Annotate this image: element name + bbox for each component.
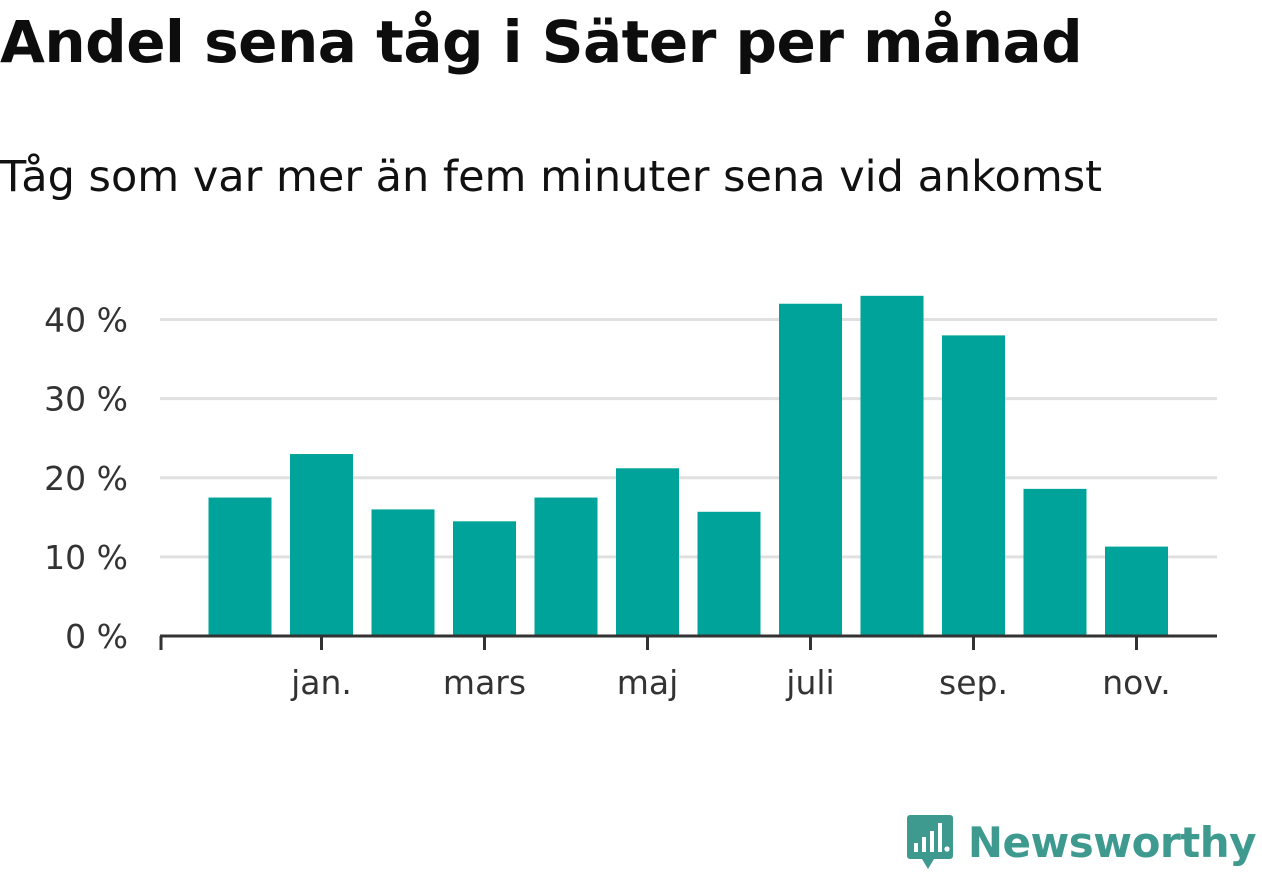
chart-title: Andel sena tåg i Säter per månad <box>0 8 1083 76</box>
bar-sep <box>942 335 1005 636</box>
bar-juli <box>779 303 842 636</box>
x-tick-label: maj <box>617 663 679 702</box>
bar-okt <box>1023 488 1087 636</box>
tick-labels: 0 % 10 % 20 % 30 % 40 % jan. mars maj juli sep. no… <box>44 301 1171 702</box>
y-tick-label: 30 % <box>44 380 128 419</box>
bar-apr <box>534 497 598 636</box>
bar-juni <box>697 511 761 636</box>
bar-mars <box>453 521 516 636</box>
y-tick-label: 0 % <box>65 617 128 656</box>
bar-feb <box>371 509 435 636</box>
brand-logo: Newsworthy <box>906 813 1257 871</box>
brand-name: Newsworthy <box>967 817 1257 867</box>
x-tick-label: nov. <box>1102 663 1171 702</box>
bar-jan <box>290 454 353 636</box>
newsworthy-logo-icon <box>906 815 953 869</box>
x-tick-label: mars <box>443 663 526 702</box>
y-tick-label: 20 % <box>44 459 128 498</box>
bar-nov <box>1105 546 1168 636</box>
x-tick-label: juli <box>785 663 834 702</box>
x-tick-label: jan. <box>290 663 352 702</box>
bars <box>208 295 1168 636</box>
axes <box>159 634 1217 650</box>
y-tick-label: 10 % <box>44 538 128 577</box>
y-tick-label: 40 % <box>44 301 128 340</box>
bar-maj <box>616 468 679 636</box>
x-tick-label: sep. <box>939 663 1008 702</box>
bar-aug <box>860 295 924 636</box>
bar-dec <box>208 497 272 636</box>
chart-subtitle: Tåg som var mer än fem minuter sena vid … <box>0 152 1103 202</box>
